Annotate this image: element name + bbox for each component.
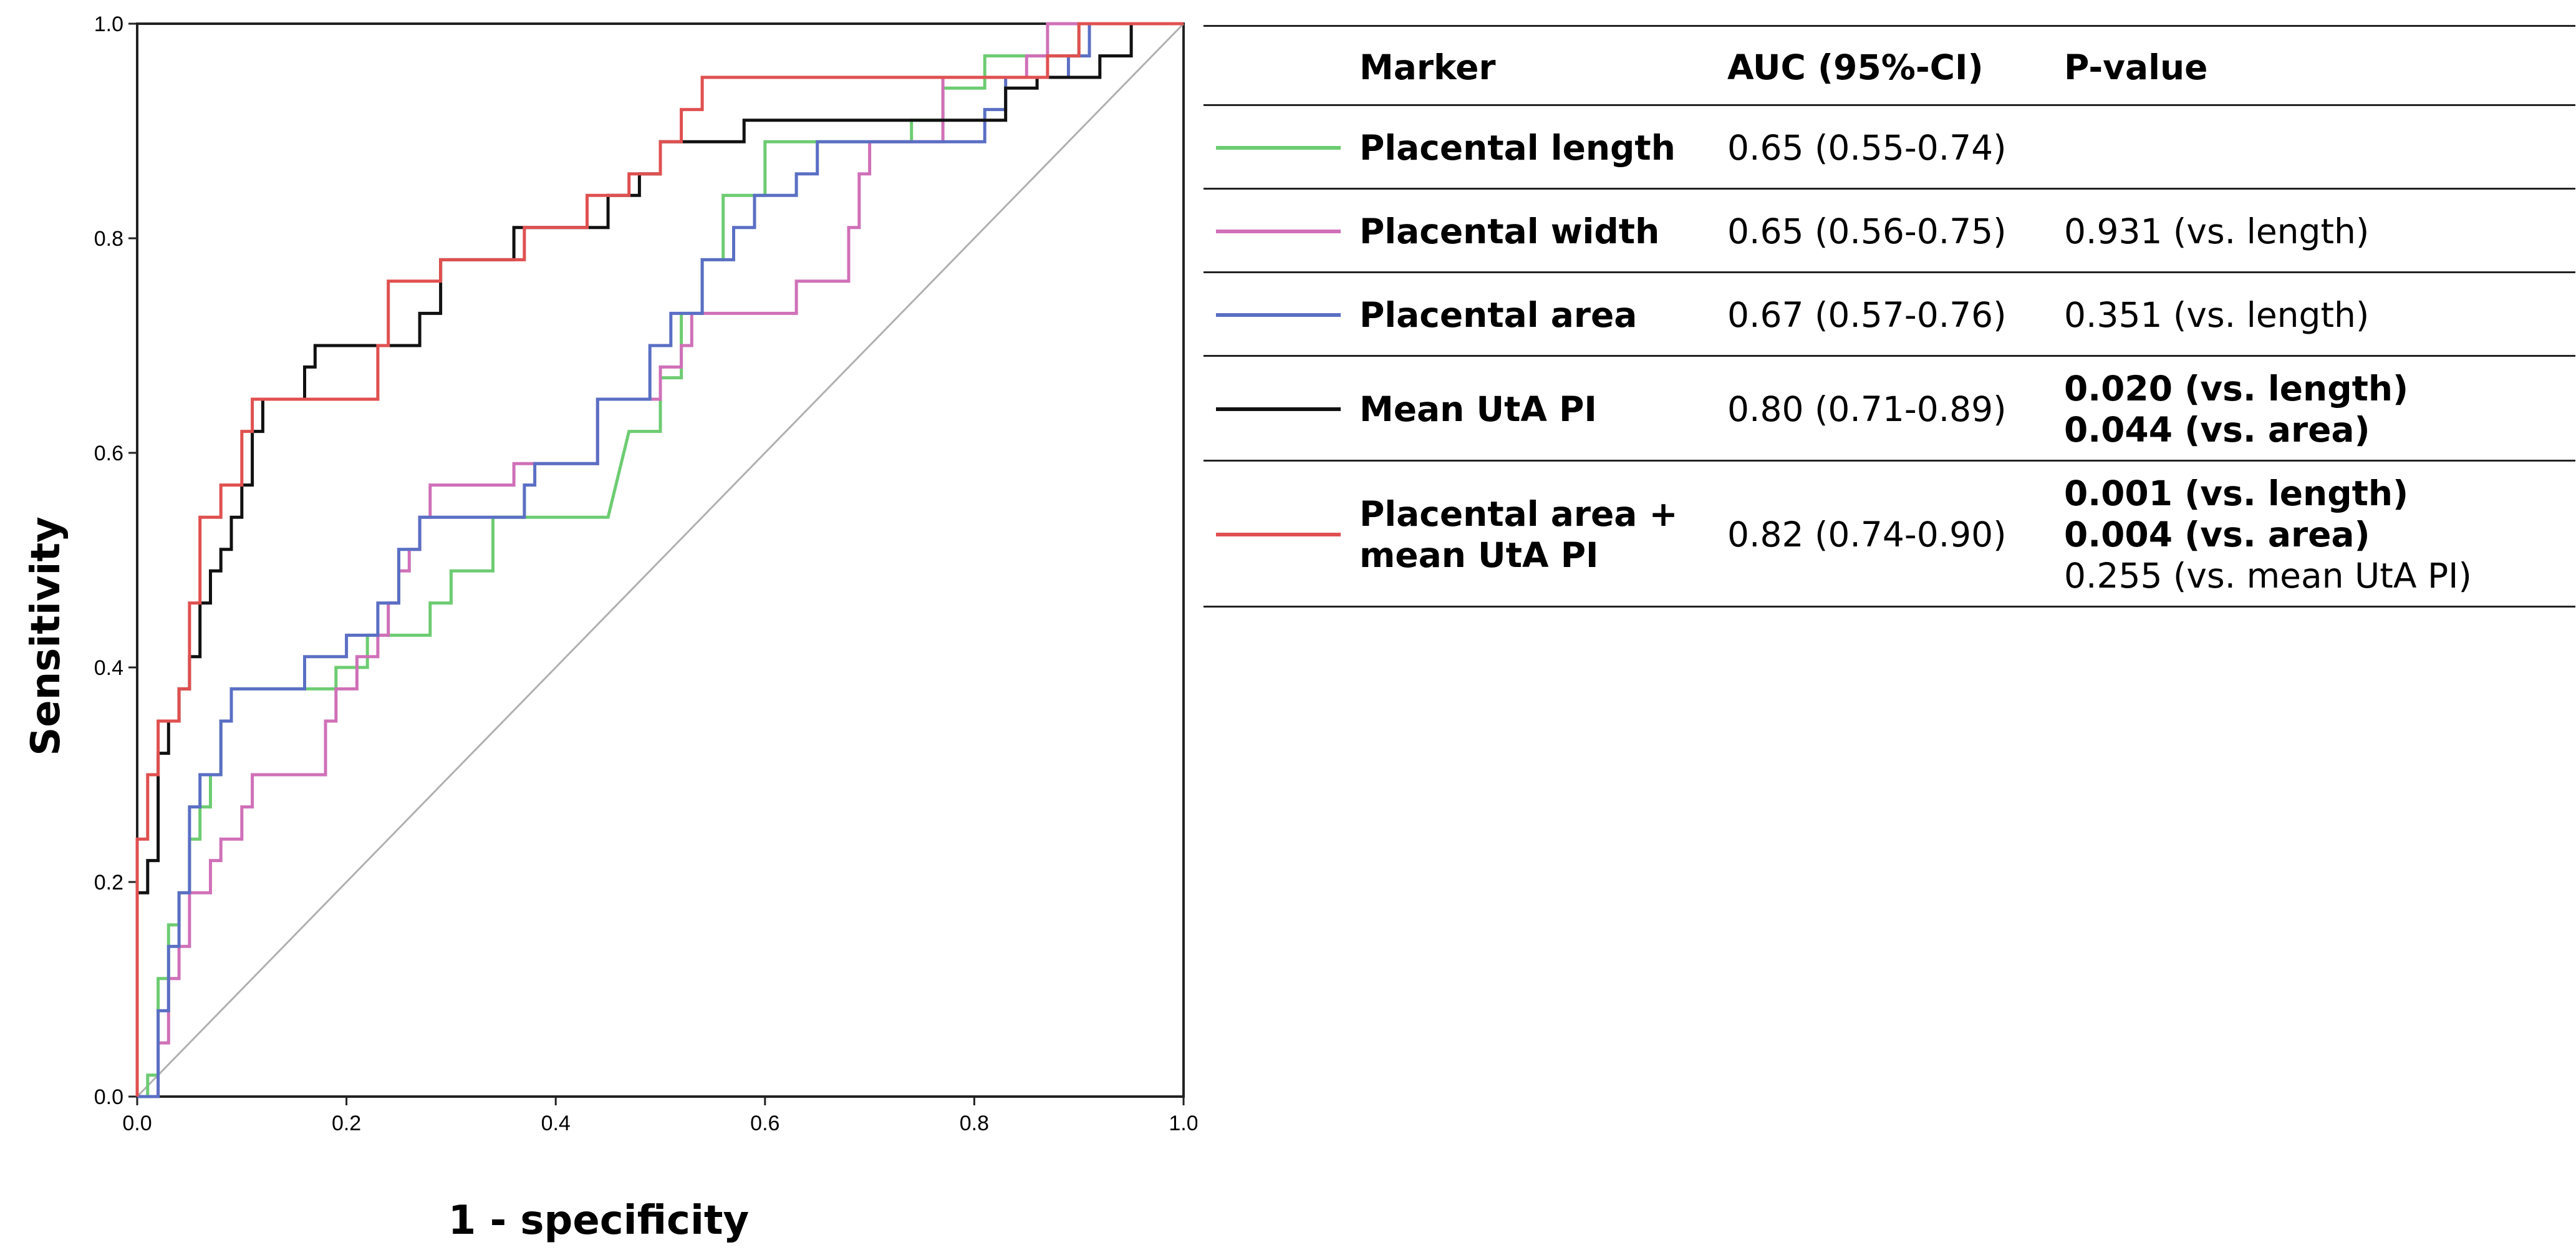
p-value-line: 0.351 (vs. length) (2064, 295, 2370, 335)
series-line-placental-area-mean-uta-pi (135, 22, 1184, 1097)
marker-name-line: Placental area + (1359, 494, 1678, 534)
table-row: Placental width 0.65 (0.56-0.75) 0.931 (vs… (1204, 190, 2575, 273)
table-body: Placental length 0.65 (0.55-0.74) Placenta… (1204, 106, 2575, 608)
series-line-placental-width (137, 22, 1184, 1098)
series-line-placental-area (137, 22, 1184, 1098)
auc-value: 0.65 (0.56-0.75) (1727, 211, 2007, 251)
legend-line-swatch (1216, 407, 1341, 411)
marker-name-line: Placental width (1359, 211, 1660, 251)
y-tick-label: 1.0 (94, 12, 123, 36)
p-value: 0.351 (vs. length) (2064, 294, 2369, 336)
auc-value: 0.80 (0.71-0.89) (1727, 389, 2007, 429)
reference-diagonal (136, 22, 1185, 1098)
x-tick-label: 1.0 (1169, 1112, 1197, 1135)
p-value-line: 0.004 (vs. area) (2064, 515, 2370, 555)
p-value-line: 0.931 (vs. length) (2064, 211, 2370, 251)
marker-name: Placental area (1359, 294, 1637, 336)
legend-line-swatch (1216, 230, 1341, 233)
x-tick-label: 0.8 (960, 1112, 989, 1135)
x-tick-label: 0.6 (750, 1112, 779, 1135)
p-value: 0.001 (vs. length) 0.004 (vs. area) 0.255 … (2064, 473, 2472, 596)
header-p-value: P-value (2064, 47, 2208, 87)
auc-value: 0.67 (0.57-0.76) (1727, 295, 2007, 335)
x-axis-title: 1 - specificity (448, 1198, 750, 1244)
marker-name-line: mean UtA PI (1359, 535, 1599, 575)
header-auc: AUC (95%-CI) (1727, 47, 1984, 87)
marker-name: Mean UtA PI (1359, 389, 1597, 430)
y-tick-label: 0.8 (94, 227, 123, 251)
y-tick-label: 0.4 (94, 656, 123, 680)
p-value-line: 0.044 (vs. area) (2064, 410, 2370, 450)
marker-name: Placental width (1359, 211, 1659, 252)
marker-name: Placental length (1359, 127, 1676, 168)
table-row: Placental area 0.67 (0.57-0.76) 0.351 (vs.… (1204, 273, 2575, 357)
auc-value: 0.65 (0.55-0.74) (1727, 128, 2007, 168)
p-value: 0.020 (vs. length) 0.044 (vs. area) (2064, 368, 2408, 450)
p-value-line: 0.255 (vs. mean UtA PI) (2064, 556, 2472, 596)
y-tick-label: 0.2 (94, 871, 123, 894)
auc-value: 0.82 (0.74-0.90) (1727, 515, 2007, 555)
x-tick-label: 0.0 (122, 1112, 152, 1135)
legend-line-swatch (1216, 313, 1341, 317)
table-row: Placental length 0.65 (0.55-0.74) (1204, 106, 2575, 190)
roc-plot: 0.0 0.2 0.4 0.6 0.8 1.0 0.0 0.2 0.4 0.6 0.8 1.0 (94, 12, 1197, 1135)
marker-name-line: Placental area (1359, 295, 1638, 335)
plot-frame (136, 22, 1185, 1098)
p-value-line: 0.001 (vs. length) (2064, 473, 2409, 513)
legend-line-swatch (1216, 533, 1341, 536)
marker-name-line: Mean UtA PI (1359, 389, 1597, 429)
p-value-line: 0.020 (vs. length) (2064, 369, 2409, 409)
roc-chart: 0.0 0.2 0.4 0.6 0.8 1.0 0.0 0.2 0.4 0.6 0.8 1.0 1 -… (0, 0, 1197, 1260)
auc-table: Marker AUC (95%-CI) P-value Placental le… (1204, 25, 2575, 608)
y-axis-title: Sensitivity (23, 516, 69, 756)
marker-name-line: Placental length (1359, 128, 1676, 168)
x-tick-label: 0.4 (541, 1112, 571, 1135)
table-header-row: Marker AUC (95%-CI) P-value (1204, 25, 2575, 106)
table-row: Placental area + mean UtA PI 0.82 (0.74-0.… (1204, 462, 2575, 608)
legend-line-swatch (1216, 146, 1341, 150)
marker-name: Placental area + mean UtA PI (1359, 493, 1678, 576)
y-tick-label: 0.0 (94, 1085, 123, 1109)
header-marker: Marker (1359, 47, 1496, 87)
p-value: 0.931 (vs. length) (2064, 211, 2369, 252)
x-tick-label: 0.2 (332, 1112, 361, 1135)
y-tick-label: 0.6 (94, 442, 123, 465)
table-row: Mean UtA PI 0.80 (0.71-0.89) 0.020 (vs. le… (1204, 357, 2575, 462)
